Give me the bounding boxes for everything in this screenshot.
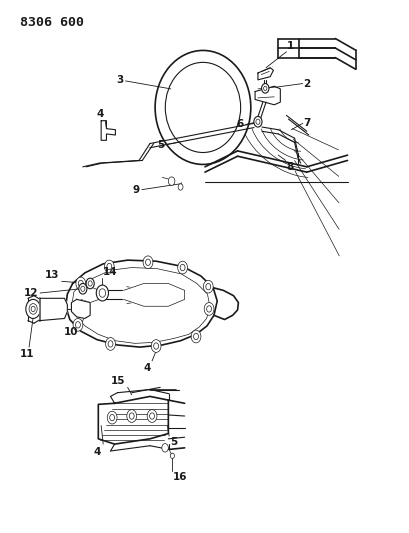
Circle shape <box>204 303 213 316</box>
Circle shape <box>106 337 115 350</box>
Circle shape <box>253 116 261 127</box>
Text: 5: 5 <box>170 437 177 447</box>
Circle shape <box>191 330 200 343</box>
Circle shape <box>255 119 259 124</box>
Text: 5: 5 <box>157 140 164 150</box>
Circle shape <box>76 277 85 290</box>
Text: 7: 7 <box>303 118 310 128</box>
Circle shape <box>104 260 114 273</box>
Polygon shape <box>71 300 90 318</box>
Circle shape <box>162 443 168 452</box>
Text: 4: 4 <box>97 109 104 119</box>
Text: 4: 4 <box>94 447 101 457</box>
Circle shape <box>203 280 213 293</box>
Circle shape <box>96 285 108 301</box>
Circle shape <box>263 86 266 91</box>
Circle shape <box>26 300 40 318</box>
Text: 10: 10 <box>64 327 79 337</box>
Polygon shape <box>40 298 67 320</box>
Text: 13: 13 <box>45 270 59 280</box>
Text: 8306 600: 8306 600 <box>20 16 83 29</box>
Polygon shape <box>101 120 115 140</box>
Text: 4: 4 <box>143 363 150 373</box>
Text: 9: 9 <box>133 184 139 195</box>
Polygon shape <box>213 288 238 319</box>
Polygon shape <box>123 284 184 306</box>
Text: 3: 3 <box>116 75 123 85</box>
Circle shape <box>168 177 175 185</box>
Text: 16: 16 <box>173 472 187 482</box>
Circle shape <box>107 411 117 424</box>
Text: 14: 14 <box>103 267 117 277</box>
Polygon shape <box>257 68 273 80</box>
Circle shape <box>261 84 268 93</box>
Ellipse shape <box>155 51 250 165</box>
Circle shape <box>73 318 83 331</box>
Circle shape <box>151 340 161 352</box>
Polygon shape <box>65 260 217 347</box>
Polygon shape <box>254 86 280 105</box>
Circle shape <box>170 453 174 458</box>
Circle shape <box>147 410 157 422</box>
Circle shape <box>178 184 182 190</box>
Text: 8: 8 <box>286 161 293 172</box>
Circle shape <box>177 261 187 274</box>
Text: 11: 11 <box>19 349 34 359</box>
Text: 12: 12 <box>23 288 38 298</box>
Text: 15: 15 <box>111 376 125 386</box>
Circle shape <box>86 278 94 289</box>
Polygon shape <box>98 397 168 444</box>
Circle shape <box>143 256 153 269</box>
Circle shape <box>42 305 49 313</box>
Text: 6: 6 <box>236 119 243 130</box>
Circle shape <box>79 284 87 294</box>
Circle shape <box>126 410 136 422</box>
Text: 2: 2 <box>303 78 310 88</box>
Text: 1: 1 <box>287 41 294 51</box>
